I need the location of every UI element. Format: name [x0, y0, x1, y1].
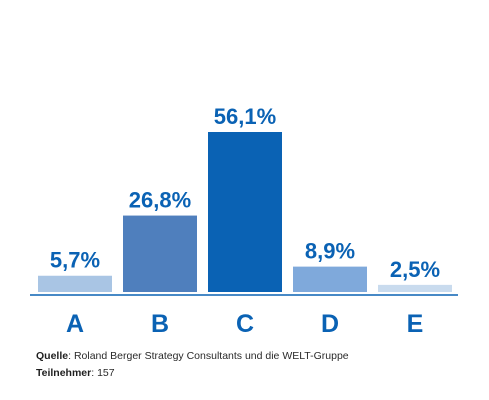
value-label-c: 56,1%	[214, 104, 276, 129]
bar-chart: 5,7% 26,8% 56,1% 8,9% 2,5% A B C D E	[30, 104, 458, 338]
participants-label: Teilnehmer	[36, 367, 92, 379]
bar-d	[293, 266, 367, 292]
category-label-e: E	[407, 310, 424, 338]
value-label-b: 26,8%	[129, 188, 191, 213]
source-label: Quelle	[36, 350, 69, 362]
value-label-a: 5,7%	[50, 248, 100, 273]
participants-text: : 157	[91, 367, 115, 379]
value-label-d: 8,9%	[305, 239, 355, 264]
source-text: : Roland Berger Strategy Consultants und…	[68, 350, 349, 362]
category-label-a: A	[66, 310, 84, 338]
value-label-e: 2,5%	[390, 257, 440, 282]
bar-b	[123, 215, 197, 292]
category-label-c: C	[236, 310, 254, 338]
bar-a	[38, 275, 112, 292]
category-label-d: D	[321, 310, 339, 338]
bar-e	[378, 284, 452, 292]
category-label-b: B	[151, 310, 169, 338]
bar-c	[208, 132, 282, 292]
participants-note: Teilnehmer: 157	[36, 366, 115, 380]
source-note: Quelle: Roland Berger Strategy Consultan…	[36, 349, 349, 363]
